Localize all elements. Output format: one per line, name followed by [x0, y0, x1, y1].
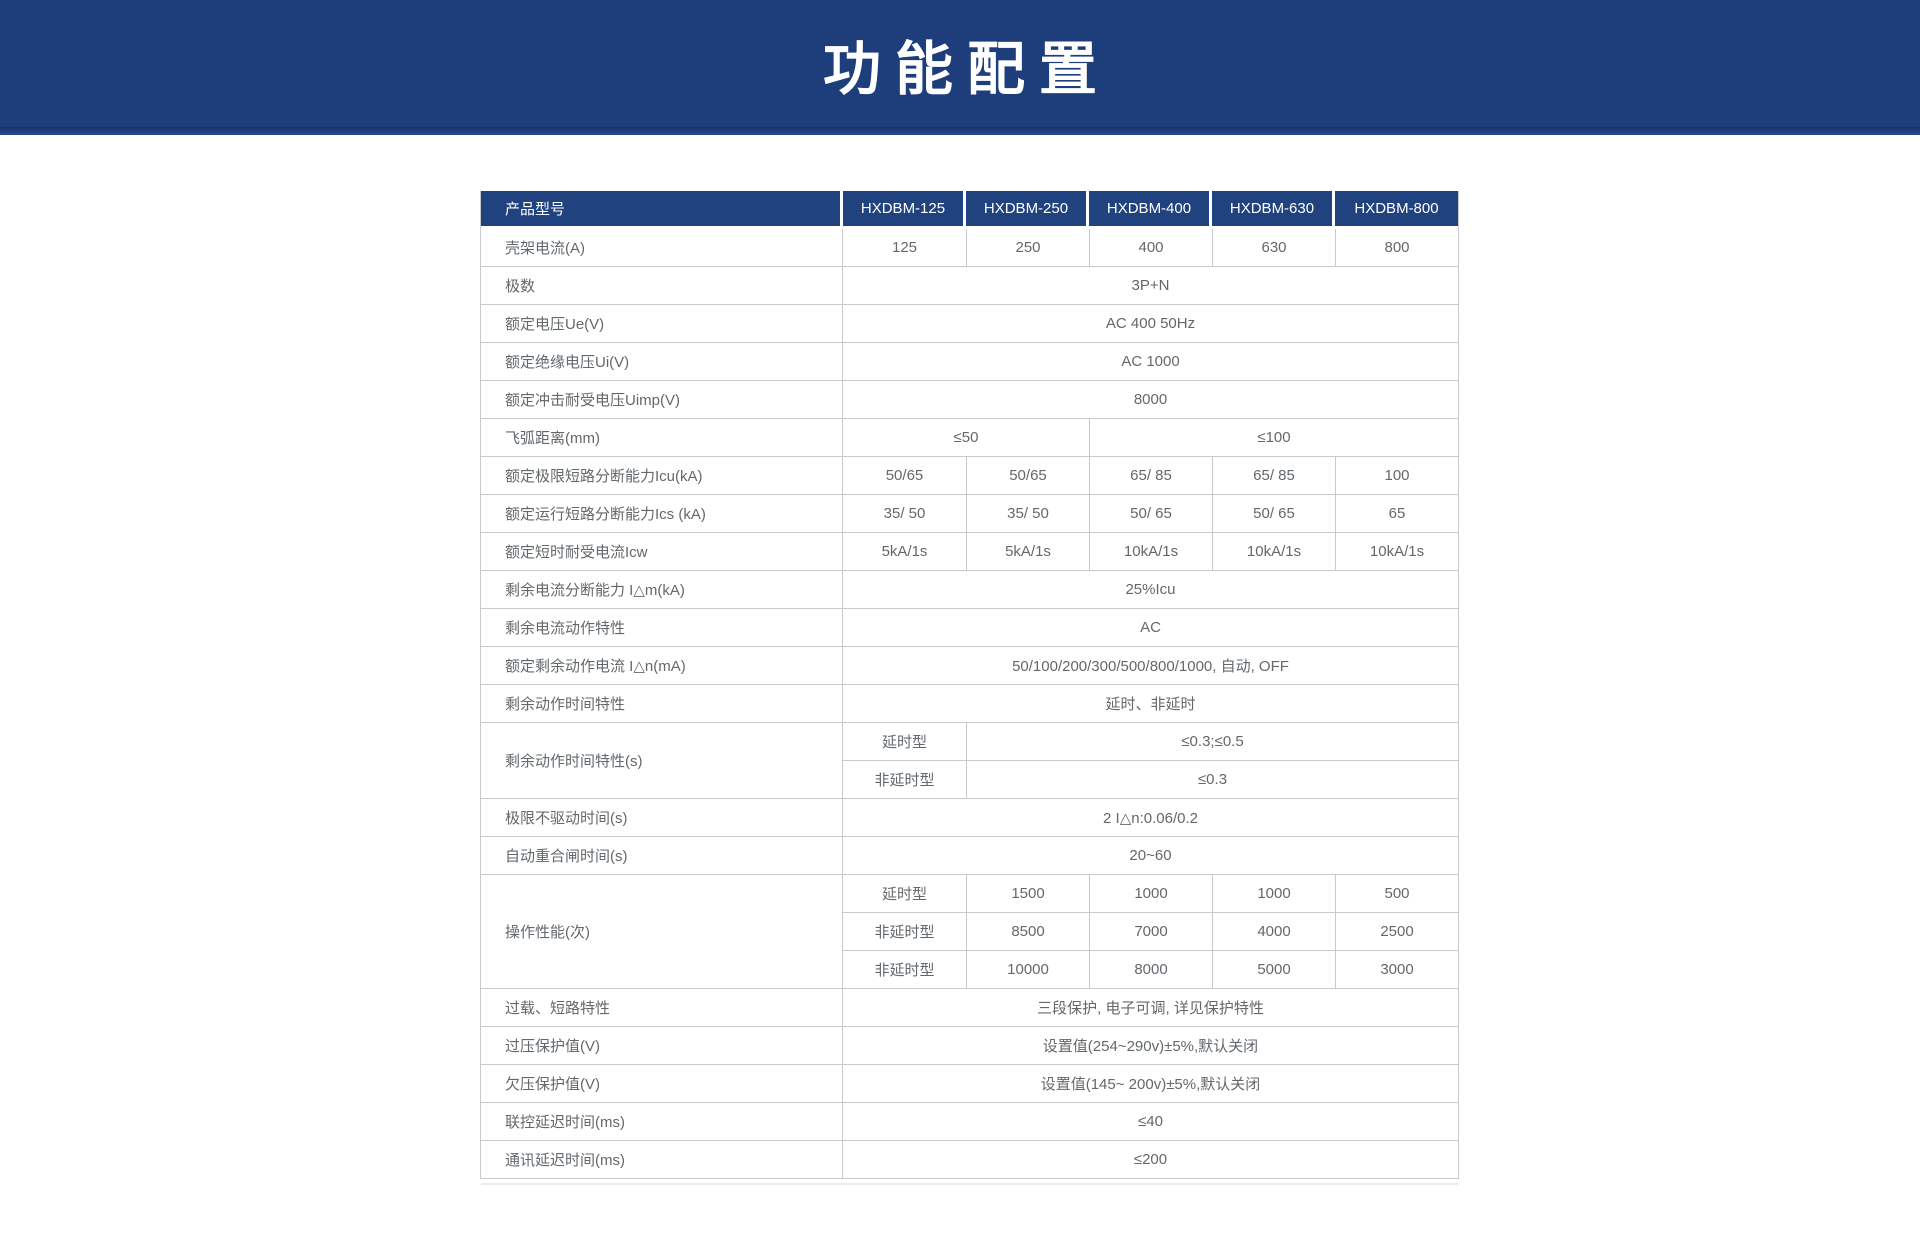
header-model-hxdbm-400: HXDBM-400: [1089, 191, 1212, 229]
spec-value: 35/ 50: [843, 495, 966, 533]
spec-subtype: 非延时型: [843, 951, 966, 989]
spec-label: 欠压保护值(V): [481, 1065, 843, 1103]
spec-value: ≤200: [843, 1141, 1458, 1179]
spec-value: 100: [1335, 457, 1458, 495]
spec-value: 50/ 65: [1212, 495, 1335, 533]
spec-value: AC 400 50Hz: [843, 305, 1458, 343]
spec-value: 2 I△n:0.06/0.2: [843, 799, 1458, 837]
spec-label: 剩余电流分断能力 I△m(kA): [481, 571, 843, 609]
header-model-hxdbm-630: HXDBM-630: [1212, 191, 1335, 229]
spec-value: 8000: [1089, 951, 1212, 989]
spec-value: 50/ 65: [1089, 495, 1212, 533]
spec-label: 极限不驱动时间(s): [481, 799, 843, 837]
spec-label: 额定冲击耐受电压Uimp(V): [481, 381, 843, 419]
spec-label: 极数: [481, 267, 843, 305]
spec-value: 65/ 85: [1212, 457, 1335, 495]
spec-label: 剩余动作时间特性: [481, 685, 843, 723]
spec-value: 125: [843, 229, 966, 267]
spec-value: 设置值(254~290v)±5%,默认关闭: [843, 1027, 1458, 1065]
spec-label: 额定短时耐受电流Icw: [481, 533, 843, 571]
spec-label: 联控延迟时间(ms): [481, 1103, 843, 1141]
spec-subtype: 非延时型: [843, 913, 966, 951]
spec-value: 7000: [1089, 913, 1212, 951]
spec-label: 额定电压Ue(V): [481, 305, 843, 343]
table-bottom-shadow: [481, 1183, 1458, 1185]
spec-value: ≤100: [1089, 419, 1458, 457]
spec-value: 50/65: [843, 457, 966, 495]
spec-value: 50/100/200/300/500/800/1000, 自动, OFF: [843, 647, 1458, 685]
spec-value: 三段保护, 电子可调, 详见保护特性: [843, 989, 1458, 1027]
header-model-hxdbm-800: HXDBM-800: [1335, 191, 1458, 229]
page-title: 功能配置: [822, 36, 1111, 102]
spec-value: 8000: [843, 381, 1458, 419]
spec-value: 设置值(145~ 200v)±5%,默认关闭: [843, 1065, 1458, 1103]
spec-label: 过压保护值(V): [481, 1027, 843, 1065]
header-model-hxdbm-250: HXDBM-250: [966, 191, 1089, 229]
spec-value: 5000: [1212, 951, 1335, 989]
spec-label: 过载、短路特性: [481, 989, 843, 1027]
spec-label: 额定剩余动作电流 I△n(mA): [481, 647, 843, 685]
spec-value: 3000: [1335, 951, 1458, 989]
spec-value: 65/ 85: [1089, 457, 1212, 495]
spec-label: 额定绝缘电压Ui(V): [481, 343, 843, 381]
spec-value: 400: [1089, 229, 1212, 267]
spec-label: 自动重合闸时间(s): [481, 837, 843, 875]
spec-value: 1500: [966, 875, 1089, 913]
spec-value: 500: [1335, 875, 1458, 913]
spec-label: 飞弧距离(mm): [481, 419, 843, 457]
spec-value: 10000: [966, 951, 1089, 989]
spec-value: 25%Icu: [843, 571, 1458, 609]
spec-label: 操作性能(次): [481, 875, 843, 989]
spec-value: ≤0.3: [966, 761, 1458, 799]
spec-subtype: 延时型: [843, 723, 966, 761]
spec-value: 3P+N: [843, 267, 1458, 305]
spec-value: 630: [1212, 229, 1335, 267]
header-model-hxdbm-125: HXDBM-125: [843, 191, 966, 229]
spec-value: 2500: [1335, 913, 1458, 951]
title-banner: 功能配置: [0, 0, 1920, 127]
spec-label: 额定极限短路分断能力Icu(kA): [481, 457, 843, 495]
spec-table: 产品型号 HXDBM-125 HXDBM-250 HXDBM-400 HXDBM…: [480, 191, 1459, 1179]
spec-value: 1000: [1212, 875, 1335, 913]
spec-value: ≤40: [843, 1103, 1458, 1141]
spec-value: ≤0.3;≤0.5: [966, 723, 1458, 761]
spec-value: ≤50: [843, 419, 1089, 457]
spec-value: 20~60: [843, 837, 1458, 875]
banner-bottom-strip: [0, 127, 1920, 135]
spec-subtype: 延时型: [843, 875, 966, 913]
spec-value: 4000: [1212, 913, 1335, 951]
spec-value: 50/65: [966, 457, 1089, 495]
spec-value: 10kA/1s: [1089, 533, 1212, 571]
spec-value: 延时、非延时: [843, 685, 1458, 723]
spec-value: 35/ 50: [966, 495, 1089, 533]
spec-label: 剩余动作时间特性(s): [481, 723, 843, 799]
spec-value: 5kA/1s: [843, 533, 966, 571]
header-product-model: 产品型号: [481, 191, 843, 229]
spec-value: 10kA/1s: [1335, 533, 1458, 571]
spec-value: 8500: [966, 913, 1089, 951]
spec-value: 5kA/1s: [966, 533, 1089, 571]
spec-label: 壳架电流(A): [481, 229, 843, 267]
spec-value: AC: [843, 609, 1458, 647]
spec-value: 800: [1335, 229, 1458, 267]
spec-value: 1000: [1089, 875, 1212, 913]
spec-value: 10kA/1s: [1212, 533, 1335, 571]
spec-label: 剩余电流动作特性: [481, 609, 843, 647]
spec-label: 额定运行短路分断能力Ics (kA): [481, 495, 843, 533]
spec-label: 通讯延迟时间(ms): [481, 1141, 843, 1179]
spec-value: AC 1000: [843, 343, 1458, 381]
spec-value: 250: [966, 229, 1089, 267]
spec-subtype: 非延时型: [843, 761, 966, 799]
spec-value: 65: [1335, 495, 1458, 533]
